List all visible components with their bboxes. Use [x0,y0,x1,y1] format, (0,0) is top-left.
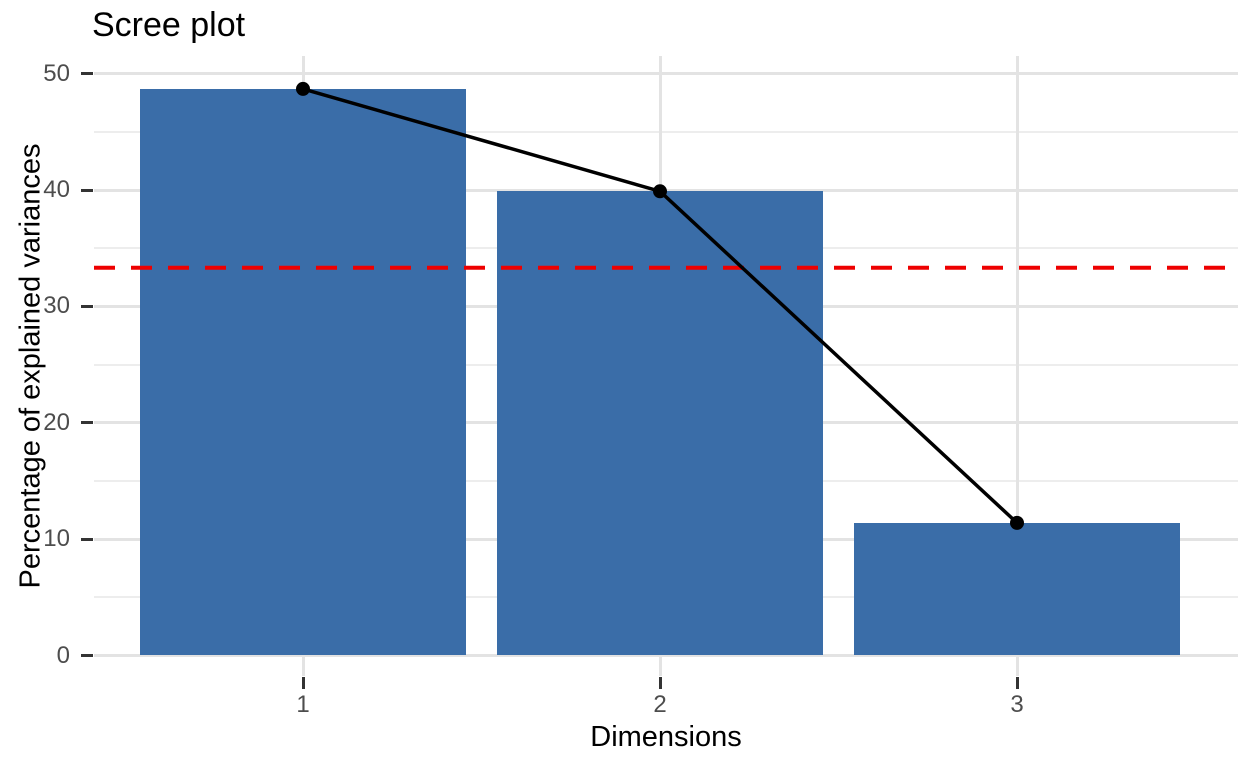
y-tick-label: 40 [43,176,70,204]
y-tick-label: 30 [43,292,70,320]
y-tick-label: 50 [43,59,70,87]
y-axis-tick [81,537,93,541]
y-axis-tick [81,654,93,657]
y-axis-tick [81,421,93,425]
chart-title: Scree plot [92,6,246,44]
bar-dim-2 [497,191,823,656]
x-axis-title: Dimensions [590,721,742,753]
bar-dim-1 [140,88,466,656]
x-axis-tick [658,677,662,689]
y-tick-label: 0 [56,641,70,669]
y-axis-tick [81,72,93,76]
bar-dim-3 [854,522,1180,656]
x-axis-tick [301,677,305,689]
y-tick-label: 10 [43,525,70,553]
y-tick-label: 20 [43,408,70,436]
h-gridline-major [94,654,1238,657]
y-axis-title: Percentage of explained variances [14,143,47,589]
x-tick-label: 3 [1010,691,1024,718]
x-tick-label: 1 [296,691,310,718]
x-axis-tick [1015,677,1019,689]
y-axis-tick [81,304,93,308]
x-tick-label: 2 [653,691,667,718]
y-axis-tick [81,188,93,192]
h-gridline-major [94,72,1238,76]
